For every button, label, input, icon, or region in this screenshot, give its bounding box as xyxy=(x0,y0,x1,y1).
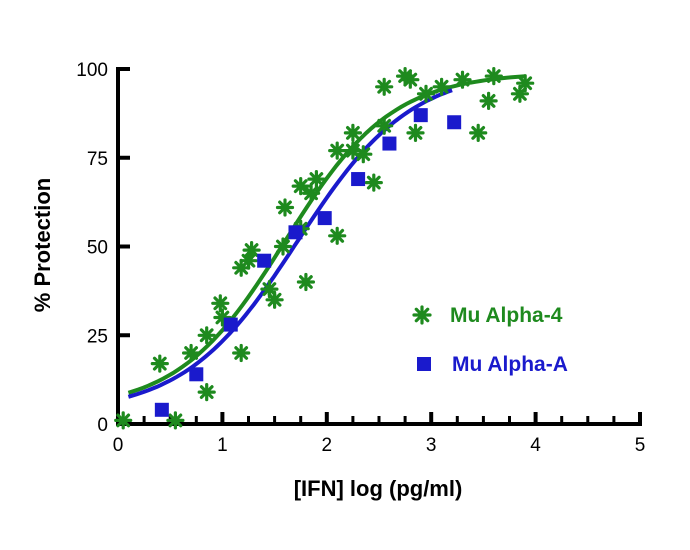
data-point-series-0 xyxy=(307,170,326,189)
legend-marker-asterisk xyxy=(412,305,432,325)
y-tick-label: 75 xyxy=(87,149,108,170)
data-point-series-0 xyxy=(166,411,185,430)
y-ticks: 0 25 50 75 100 xyxy=(76,60,130,436)
data-point-series-0 xyxy=(114,411,133,430)
legend-label-mu-alpha-4: Mu Alpha-4 xyxy=(450,304,563,327)
data-point-series-0 xyxy=(364,173,383,192)
data-point-series-0 xyxy=(328,226,347,245)
data-points xyxy=(114,66,535,430)
y-tick-label: 50 xyxy=(87,238,108,259)
data-point-series-1 xyxy=(154,402,169,417)
data-point-series-1 xyxy=(382,136,397,151)
data-point-series-1 xyxy=(413,108,428,123)
data-point-series-1 xyxy=(351,172,366,187)
data-point-series-0 xyxy=(291,177,310,196)
data-point-series-0 xyxy=(375,116,394,135)
data-point-series-0 xyxy=(375,77,394,96)
data-point-series-0 xyxy=(406,123,425,142)
data-point-series-0 xyxy=(211,294,230,313)
data-point-series-0 xyxy=(469,123,488,142)
data-point-series-0 xyxy=(273,237,293,256)
data-point-series-0 xyxy=(150,354,169,373)
x-tick-label: 2 xyxy=(322,435,333,456)
data-point-series-0 xyxy=(516,74,535,93)
data-point-series-0 xyxy=(328,141,347,160)
data-point-series-0 xyxy=(453,70,472,89)
data-point-series-0 xyxy=(197,383,216,402)
fit-curve-series-0 xyxy=(127,74,526,395)
x-tick-label: 4 xyxy=(530,435,541,456)
x-axis-title: [IFN] log (pg/ml) xyxy=(294,476,463,501)
data-point-series-1 xyxy=(288,225,303,240)
x-tick-label: 1 xyxy=(217,435,228,456)
axes: 0 1 2 3 4 5 0 25 50 75 100 xyxy=(76,60,645,456)
legend-item-mu-alpha-a: Mu Alpha-A xyxy=(417,353,568,376)
data-point-series-1 xyxy=(257,253,272,268)
data-point-series-0 xyxy=(343,123,362,142)
data-point-series-0 xyxy=(197,326,216,345)
legend-marker-square xyxy=(417,357,431,371)
data-point-series-0 xyxy=(401,70,420,89)
data-point-series-0 xyxy=(296,272,315,292)
fit-curve-series-1 xyxy=(127,88,453,399)
data-point-series-0 xyxy=(302,184,321,203)
y-tick-label: 25 xyxy=(87,326,108,347)
legend: Mu Alpha-4 Mu Alpha-A xyxy=(412,304,568,376)
data-point-series-0 xyxy=(354,145,373,164)
data-point-series-1 xyxy=(317,211,332,226)
x-tick-label: 0 xyxy=(113,435,124,456)
data-point-series-0 xyxy=(416,84,436,103)
y-tick-label: 0 xyxy=(97,415,108,436)
x-ticks: 0 1 2 3 4 5 xyxy=(113,412,646,456)
x-tick-label: 5 xyxy=(635,435,646,456)
data-point-series-0 xyxy=(232,343,251,363)
data-point-series-1 xyxy=(223,317,238,332)
data-point-series-0 xyxy=(432,77,451,96)
data-point-series-0 xyxy=(484,66,503,86)
data-point-series-1 xyxy=(447,115,462,130)
x-tick-label: 3 xyxy=(426,435,437,456)
legend-item-mu-alpha-4: Mu Alpha-4 xyxy=(412,304,563,327)
y-tick-label: 100 xyxy=(76,60,108,81)
data-point-series-0 xyxy=(479,91,498,111)
data-point-series-0 xyxy=(182,343,201,363)
y-axis-title: % Protection xyxy=(30,178,55,312)
data-point-series-0 xyxy=(265,290,284,309)
data-point-series-0 xyxy=(275,198,295,217)
legend-label-mu-alpha-a: Mu Alpha-A xyxy=(452,353,568,376)
data-point-series-1 xyxy=(189,367,204,382)
data-point-series-0 xyxy=(242,241,261,260)
